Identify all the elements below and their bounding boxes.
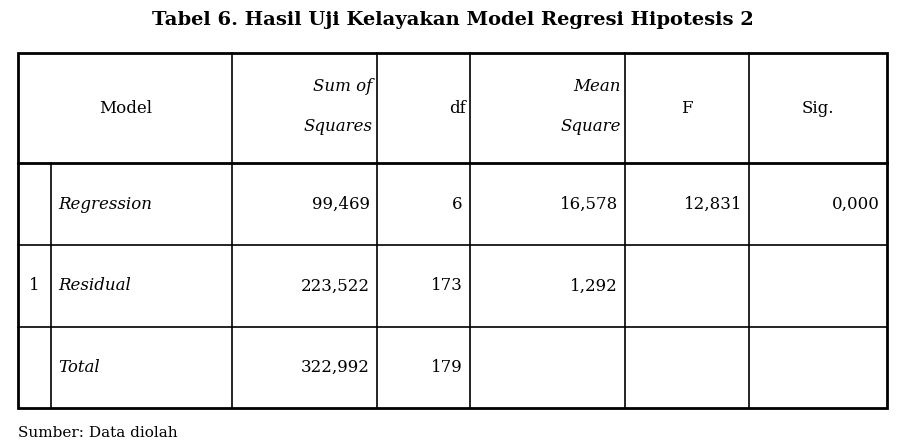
Text: 6: 6 (452, 196, 462, 213)
Text: Sig.: Sig. (802, 100, 834, 117)
Text: 173: 173 (431, 278, 462, 294)
Text: Model: Model (99, 100, 152, 117)
Text: 179: 179 (431, 359, 462, 376)
Text: 99,469: 99,469 (311, 196, 370, 213)
Text: 1: 1 (29, 278, 40, 294)
Text: Total: Total (59, 359, 100, 376)
Text: Mean: Mean (573, 78, 621, 95)
Text: Sumber: Data diolah: Sumber: Data diolah (18, 426, 177, 440)
Text: Regression: Regression (59, 196, 152, 213)
Text: Square: Square (560, 118, 621, 135)
Text: F: F (681, 100, 693, 117)
Text: 223,522: 223,522 (300, 278, 370, 294)
Bar (18, 53, 887, 408)
Text: Residual: Residual (59, 278, 131, 294)
Text: Tabel 6. Hasil Uji Kelayakan Model Regresi Hipotesis 2: Tabel 6. Hasil Uji Kelayakan Model Regre… (152, 11, 753, 29)
Text: 322,992: 322,992 (300, 359, 370, 376)
Text: 16,578: 16,578 (559, 196, 618, 213)
Text: 12,831: 12,831 (683, 196, 742, 213)
Text: Squares: Squares (303, 118, 373, 135)
Text: 0,000: 0,000 (832, 196, 880, 213)
Text: 1,292: 1,292 (570, 278, 618, 294)
Text: df: df (449, 100, 465, 117)
Text: Sum of: Sum of (313, 78, 373, 95)
